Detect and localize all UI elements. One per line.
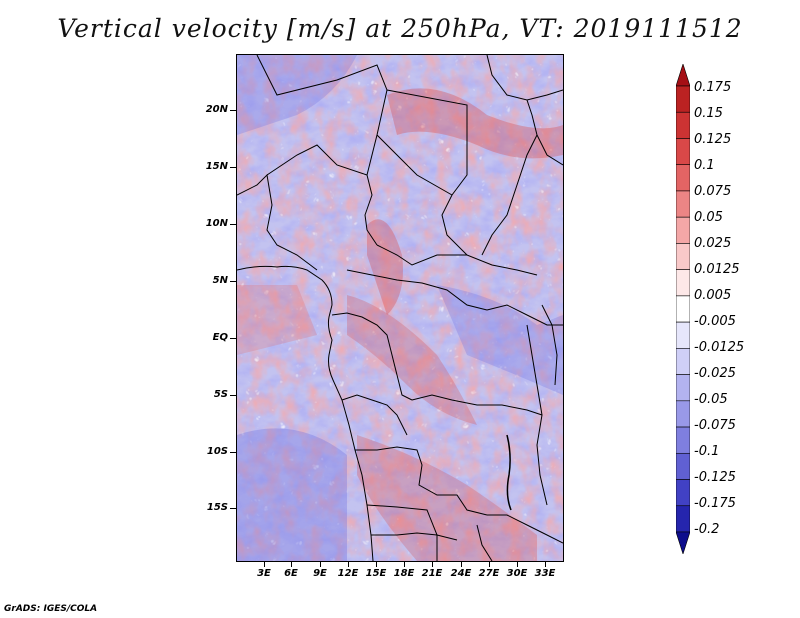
colorbar-swatch	[676, 348, 690, 375]
colorbar-swatch	[676, 190, 690, 218]
lat-label-10s: 10S	[206, 446, 228, 457]
colorbar-label: 0.0125	[694, 262, 740, 277]
colorbar-label: -0.2	[694, 522, 720, 537]
colorbar-label: -0.1	[694, 444, 720, 459]
lon-label-3e: 3E	[257, 568, 271, 579]
colorbar-swatch	[676, 295, 690, 323]
lat-label-eq: EQ	[212, 332, 228, 343]
lon-tick	[320, 562, 321, 567]
lon-tick	[376, 562, 377, 567]
colorbar-swatch	[676, 426, 690, 454]
software-credit: GrADS: IGES/COLA	[4, 604, 98, 614]
lon-tick	[432, 562, 433, 567]
colorbar-label: 0.175	[694, 80, 732, 95]
map-title: Vertical velocity [m/s] at 250hPa, VT: 2…	[57, 14, 743, 43]
vertical-velocity-field	[237, 55, 563, 561]
colorbar-label: -0.075	[694, 418, 736, 433]
colorbar-swatch	[676, 85, 690, 113]
lat-tick	[230, 224, 236, 225]
colorbar-label: 0.1	[694, 158, 715, 173]
lon-label-24e: 24E	[450, 568, 472, 579]
colorbar-swatch	[676, 400, 690, 428]
colorbar-swatch	[676, 505, 690, 533]
lat-label-15n: 15N	[205, 161, 228, 172]
colorbar-swatch	[676, 243, 690, 270]
colorbar-tip-top	[676, 64, 690, 87]
colorbar	[676, 64, 690, 554]
colorbar-swatch	[676, 164, 690, 192]
lon-tick	[264, 562, 265, 567]
lon-label-15e: 15E	[365, 568, 387, 579]
lon-tick	[545, 562, 546, 567]
colorbar-label: 0.005	[694, 288, 732, 303]
lon-tick	[517, 562, 518, 567]
colorbar-label: -0.025	[694, 366, 736, 381]
colorbar-swatch	[676, 374, 690, 402]
colorbar-label: -0.05	[694, 392, 728, 407]
colorbar-tip-bottom	[676, 531, 690, 554]
colorbar-swatch	[676, 269, 690, 297]
lon-label-21e: 21E	[421, 568, 443, 579]
lat-tick	[230, 167, 236, 168]
colorbar-label: 0.125	[694, 132, 732, 147]
lat-tick	[230, 395, 236, 396]
lat-label-10n: 10N	[205, 218, 228, 229]
lon-label-9e: 9E	[313, 568, 327, 579]
lon-tick	[291, 562, 292, 567]
lon-tick	[348, 562, 349, 567]
lon-label-18e: 18E	[393, 568, 415, 579]
lon-tick	[404, 562, 405, 567]
colorbar-swatch	[676, 138, 690, 166]
map-plot-area	[236, 54, 564, 562]
lat-label-5n: 5N	[212, 275, 228, 286]
lon-label-6e: 6E	[284, 568, 298, 579]
lat-label-5s: 5S	[213, 389, 228, 400]
colorbar-label: -0.125	[694, 470, 736, 485]
lat-tick	[230, 338, 236, 339]
colorbar-label: 0.075	[694, 184, 732, 199]
lon-label-33e: 33E	[534, 568, 556, 579]
lon-tick	[489, 562, 490, 567]
lon-label-27e: 27E	[478, 568, 500, 579]
colorbar-label: -0.005	[694, 314, 736, 329]
colorbar-swatch	[676, 216, 690, 244]
lon-tick	[461, 562, 462, 567]
colorbar-swatch	[676, 111, 690, 139]
colorbar-swatch	[676, 321, 690, 349]
colorbar-label: 0.025	[694, 236, 732, 251]
colorbar-label: -0.0125	[694, 340, 745, 355]
country-borders	[237, 55, 563, 561]
colorbar-label: -0.175	[694, 496, 736, 511]
colorbar-swatch	[676, 452, 690, 480]
colorbar-swatch	[676, 479, 690, 507]
lat-tick	[230, 452, 236, 453]
lon-label-12e: 12E	[337, 568, 359, 579]
lat-label-15s: 15S	[206, 502, 228, 513]
lon-label-30e: 30E	[506, 568, 528, 579]
lat-tick	[230, 281, 236, 282]
lat-tick	[230, 110, 236, 111]
lat-tick	[230, 508, 236, 509]
colorbar-label: 0.05	[694, 210, 723, 225]
lat-label-20n: 20N	[205, 104, 228, 115]
colorbar-label: 0.15	[694, 106, 723, 121]
